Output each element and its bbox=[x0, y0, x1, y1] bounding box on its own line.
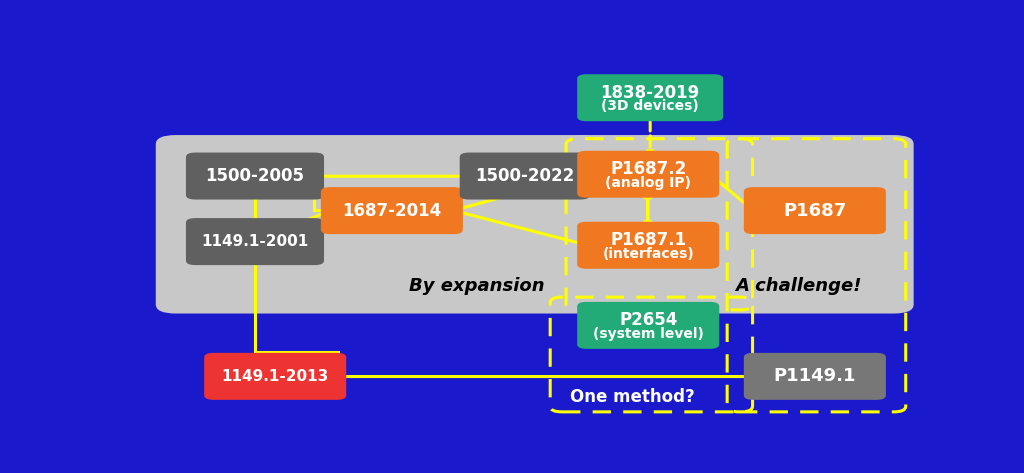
Text: A challenge!: A challenge! bbox=[735, 277, 862, 295]
FancyBboxPatch shape bbox=[186, 218, 324, 265]
Text: 1500-2022: 1500-2022 bbox=[475, 167, 574, 185]
FancyBboxPatch shape bbox=[460, 153, 590, 200]
Text: (interfaces): (interfaces) bbox=[602, 246, 694, 261]
Text: (system level): (system level) bbox=[593, 327, 703, 341]
Text: P1687: P1687 bbox=[783, 201, 847, 219]
Text: One method?: One method? bbox=[569, 388, 694, 406]
Text: P2654: P2654 bbox=[620, 311, 678, 329]
Text: By expansion: By expansion bbox=[410, 277, 545, 295]
FancyBboxPatch shape bbox=[564, 135, 913, 314]
Text: P1149.1: P1149.1 bbox=[773, 368, 856, 385]
FancyBboxPatch shape bbox=[186, 153, 324, 200]
Text: 1149.1-2013: 1149.1-2013 bbox=[221, 369, 329, 384]
FancyBboxPatch shape bbox=[578, 74, 723, 121]
Text: 1149.1-2001: 1149.1-2001 bbox=[202, 234, 308, 249]
FancyBboxPatch shape bbox=[578, 222, 719, 269]
Text: 1838-2019: 1838-2019 bbox=[600, 84, 699, 102]
FancyBboxPatch shape bbox=[743, 187, 886, 234]
Text: P1687.1: P1687.1 bbox=[610, 231, 686, 249]
Text: (analog IP): (analog IP) bbox=[605, 175, 691, 190]
Text: P1687.2: P1687.2 bbox=[610, 160, 686, 178]
FancyBboxPatch shape bbox=[156, 135, 600, 314]
FancyBboxPatch shape bbox=[321, 187, 463, 234]
FancyBboxPatch shape bbox=[204, 353, 346, 400]
FancyBboxPatch shape bbox=[578, 151, 719, 198]
FancyBboxPatch shape bbox=[578, 302, 719, 349]
Text: 1687-2014: 1687-2014 bbox=[342, 201, 441, 219]
Text: (3D devices): (3D devices) bbox=[601, 99, 699, 113]
FancyBboxPatch shape bbox=[743, 353, 886, 400]
Text: 1500-2005: 1500-2005 bbox=[206, 167, 304, 185]
